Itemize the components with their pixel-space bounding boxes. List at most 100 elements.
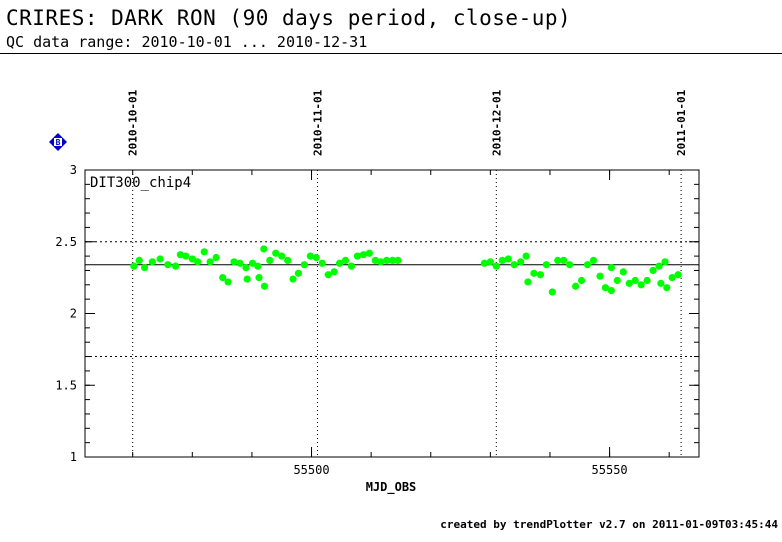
data-point xyxy=(388,256,397,265)
data-point xyxy=(560,256,568,265)
data-point xyxy=(278,252,286,260)
data-point xyxy=(655,262,663,270)
data-point xyxy=(188,255,196,263)
data-point xyxy=(272,249,280,257)
data-point xyxy=(524,278,532,286)
y-tick-label: 1.5 xyxy=(55,378,77,392)
data-point xyxy=(341,256,350,265)
data-point xyxy=(284,256,292,265)
data-point xyxy=(242,263,250,272)
data-point xyxy=(141,263,149,272)
data-point xyxy=(601,284,610,292)
data-point xyxy=(572,282,580,290)
data-point xyxy=(266,256,274,265)
data-point xyxy=(504,255,512,263)
data-point xyxy=(172,262,180,270)
badge-label: B xyxy=(56,138,61,147)
y-tick-label: 1 xyxy=(70,450,77,464)
plot-frame xyxy=(84,169,700,458)
data-point xyxy=(164,261,172,269)
data-point xyxy=(289,275,297,283)
y-tick-label: 3 xyxy=(70,163,77,177)
data-point xyxy=(607,286,615,295)
data-point xyxy=(377,258,385,266)
data-point xyxy=(156,255,164,263)
series-label: DIT300_chip4 xyxy=(90,175,191,191)
data-point xyxy=(318,259,326,267)
data-point xyxy=(219,274,227,282)
data-point xyxy=(674,271,682,279)
data-point xyxy=(383,256,391,265)
data-point xyxy=(260,282,269,290)
y-tick-label: 2.5 xyxy=(55,235,77,249)
data-point xyxy=(566,261,574,269)
data-point xyxy=(353,252,362,260)
data-point xyxy=(554,256,562,265)
date-marker-label: 2010-11-01 xyxy=(311,89,324,156)
data-point xyxy=(542,261,550,269)
data-point xyxy=(486,258,494,266)
data-point xyxy=(300,261,308,269)
data-point xyxy=(663,284,671,292)
page-subtitle: QC data range: 2010-10-01 ... 2010-12-31 xyxy=(6,33,368,51)
data-point xyxy=(260,245,268,253)
data-point xyxy=(243,275,251,283)
data-point xyxy=(294,269,303,277)
data-point xyxy=(492,262,500,270)
data-point xyxy=(510,261,518,269)
data-point xyxy=(649,266,657,275)
data-point xyxy=(517,258,525,266)
data-point xyxy=(324,271,332,279)
page-title: CRIRES: DARK RON (90 days period, close-… xyxy=(6,6,572,30)
data-point xyxy=(480,259,488,267)
badge-icon: B xyxy=(49,133,67,151)
data-point xyxy=(498,256,506,265)
x-tick-label: 55500 xyxy=(293,463,329,477)
data-point xyxy=(548,288,556,296)
data-point xyxy=(130,262,138,270)
data-point xyxy=(577,276,586,285)
date-marker-label: 2010-10-01 xyxy=(127,89,140,156)
x-tick-label: 55550 xyxy=(592,463,628,477)
data-point xyxy=(613,276,621,285)
data-point xyxy=(200,248,208,256)
data-point xyxy=(230,258,238,266)
data-point xyxy=(135,256,143,265)
data-point xyxy=(625,279,633,287)
data-point xyxy=(661,258,669,266)
data-point xyxy=(335,259,344,267)
data-point xyxy=(607,263,615,272)
data-point xyxy=(619,268,627,276)
data-point xyxy=(637,281,645,289)
data-point xyxy=(596,272,604,280)
x-axis-label: MJD_OBS xyxy=(366,480,417,495)
date-marker-label: 2010-12-01 xyxy=(490,89,503,156)
data-point xyxy=(224,278,232,286)
data-point xyxy=(657,279,665,287)
data-point xyxy=(330,268,338,276)
data-point xyxy=(530,269,538,277)
data-point xyxy=(631,276,639,285)
data-point xyxy=(394,256,402,265)
data-point xyxy=(182,252,190,260)
date-marker-label: 2011-01-01 xyxy=(675,89,688,156)
y-tick-label: 2 xyxy=(70,307,77,321)
data-point xyxy=(254,262,262,270)
data-point xyxy=(643,276,651,285)
data-point xyxy=(589,256,598,265)
data-point xyxy=(359,251,367,259)
data-point xyxy=(312,253,320,262)
data-point xyxy=(583,261,592,269)
header-divider xyxy=(0,53,782,54)
data-point xyxy=(194,258,202,266)
data-point xyxy=(212,253,220,262)
data-point xyxy=(236,259,244,267)
data-point xyxy=(347,262,356,270)
data-point xyxy=(248,259,257,267)
data-point xyxy=(365,249,373,257)
data-point xyxy=(148,258,156,266)
data-point xyxy=(668,274,676,282)
footer-credit: created by trendPlotter v2.7 on 2011-01-… xyxy=(440,518,778,531)
data-point xyxy=(536,271,545,279)
